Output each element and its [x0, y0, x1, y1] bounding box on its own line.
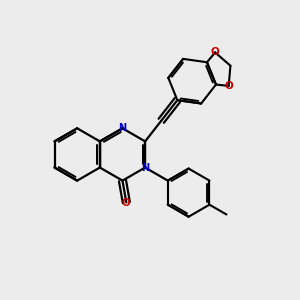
- Text: N: N: [141, 163, 149, 172]
- Text: N: N: [118, 123, 127, 133]
- Text: O: O: [224, 81, 233, 91]
- Text: O: O: [211, 47, 220, 57]
- Text: O: O: [122, 197, 131, 208]
